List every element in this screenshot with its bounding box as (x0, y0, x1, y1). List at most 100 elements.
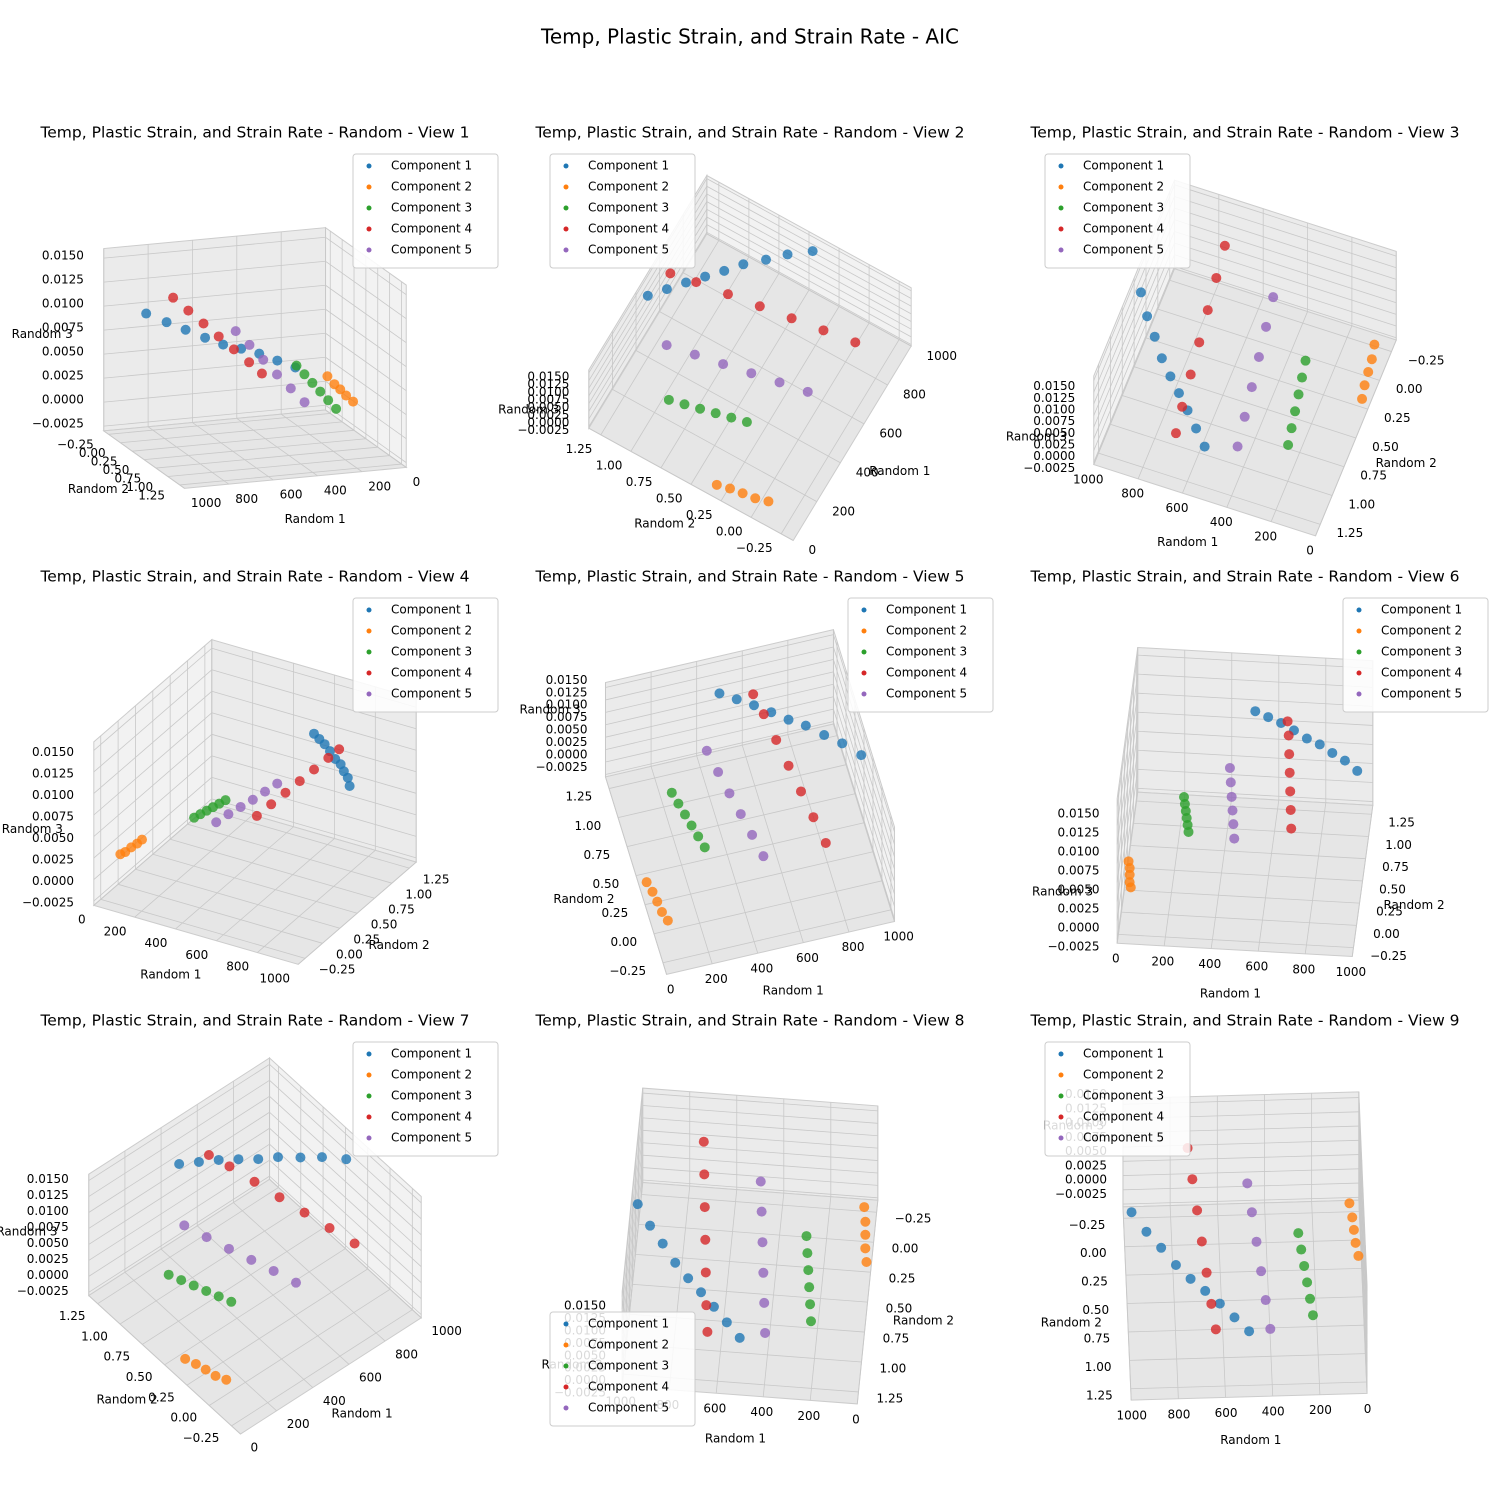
data-point (1339, 755, 1350, 766)
z-tick-label: 0.0150 (564, 1299, 606, 1313)
data-point (766, 707, 777, 718)
data-point (201, 1232, 212, 1243)
grid-line (1129, 1353, 1366, 1361)
y-tick-label: 0.75 (103, 1350, 130, 1364)
data-point (713, 767, 724, 778)
y-tick-label: 0.75 (1360, 469, 1387, 483)
x-tick-label: 200 (1151, 954, 1174, 968)
x-tick-label: 800 (395, 1347, 418, 1361)
x-tick-label: 400 (145, 936, 168, 950)
legend-label: Component 4 (588, 1380, 669, 1394)
z-tick-label: 0.0125 (32, 767, 74, 781)
data-point (1201, 1267, 1212, 1278)
legend-marker (1356, 628, 1362, 634)
z-tick-label: −0.0025 (536, 760, 588, 774)
data-point (163, 1269, 174, 1280)
data-point (236, 343, 247, 354)
legend-marker (366, 247, 372, 253)
data-point (1353, 1250, 1364, 1261)
data-point (1141, 1226, 1152, 1237)
data-point (1199, 441, 1210, 452)
subplot-title: Temp, Plastic Strain, and Strain Rate - … (39, 124, 469, 142)
grid-line (164, 1248, 346, 1366)
data-point (699, 842, 710, 853)
z-tick-label: 0.0050 (1058, 882, 1100, 896)
data-point (719, 265, 730, 276)
data-point (136, 834, 147, 845)
z-tick-label: 0.0125 (546, 685, 588, 699)
grid-line (1358, 1197, 1368, 1391)
legend-marker (861, 691, 867, 697)
z-tick-label: 0.0125 (42, 273, 84, 287)
legend-label: Component 5 (886, 687, 967, 701)
legend-marker (1058, 1135, 1064, 1141)
data-point (1239, 411, 1250, 422)
x-tick-label: 1000 (1116, 1409, 1147, 1423)
y-tick-label: 0.00 (1396, 382, 1423, 396)
z-tick-label: −0.0025 (517, 423, 569, 437)
grid-line (720, 306, 840, 502)
grid-line (706, 224, 912, 338)
grid-line (88, 1064, 270, 1181)
y-tick-label: 1.25 (138, 488, 165, 502)
data-point (251, 810, 262, 821)
data-point (220, 795, 231, 806)
grid-line (170, 838, 375, 899)
grid-line (641, 1194, 877, 1213)
grid-line (93, 734, 213, 837)
grid-line (1122, 1154, 1359, 1162)
subplot: Temp, Plastic Strain, and Strain Rate - … (1029, 568, 1489, 1000)
data-point (188, 1280, 199, 1291)
grid-line (833, 721, 895, 920)
legend-box (549, 153, 696, 269)
y-tick-label: 1.25 (1086, 1388, 1113, 1402)
y-tick-label: −0.25 (319, 963, 356, 977)
data-point (850, 337, 861, 348)
data-point (859, 1202, 870, 1213)
data-point (1265, 1323, 1276, 1334)
grid-line (204, 808, 410, 869)
data-point (1244, 1326, 1255, 1337)
x-tick-label: 400 (1262, 1405, 1285, 1419)
y-tick-label: 0.50 (593, 877, 620, 891)
y-tick-label: 0.50 (1082, 1303, 1109, 1317)
grid-line (1122, 1182, 1359, 1191)
grid-line (626, 793, 856, 848)
data-point (307, 377, 318, 388)
grid-line (642, 1129, 878, 1149)
y-axis-label: Random 2 (68, 482, 129, 496)
legend-label: Component 2 (588, 180, 669, 194)
grid-line (621, 1105, 644, 1310)
legend-label: Component 2 (588, 1338, 669, 1352)
legend-label: Component 5 (1083, 1131, 1164, 1145)
data-point (700, 271, 711, 282)
grid-line (269, 1127, 422, 1268)
legend-marker (366, 205, 372, 211)
data-point (244, 357, 255, 368)
grid-line (269, 1064, 422, 1204)
legend-label: Component 4 (391, 666, 472, 680)
grid-line (1093, 266, 1175, 463)
data-point (1359, 380, 1370, 391)
z-tick-label: 0.0075 (1058, 863, 1100, 877)
data-point (1256, 1266, 1267, 1277)
grid-line (93, 712, 213, 816)
z-tick-label: 0.0025 (1033, 438, 1075, 452)
z-axis-label: Random 3 (12, 327, 73, 341)
legend-label: Component 3 (1083, 1089, 1164, 1103)
legend-marker (1058, 1093, 1064, 1099)
y-axis-label: Random 2 (1376, 456, 1437, 470)
y-tick-label: 0.50 (126, 1370, 153, 1384)
x-tick-label: 800 (235, 492, 258, 506)
grid-line (93, 690, 213, 794)
data-point (1282, 716, 1293, 727)
data-point (272, 369, 283, 380)
z-axis-label: Random 3 (498, 402, 559, 416)
grid-line (638, 1224, 874, 1243)
data-point (176, 1275, 187, 1286)
grid-line (833, 696, 895, 895)
data-point (1357, 393, 1368, 404)
data-point (662, 915, 673, 926)
z-tick-label: 0.0000 (42, 393, 84, 407)
x-tick-label: 400 (323, 1394, 346, 1408)
